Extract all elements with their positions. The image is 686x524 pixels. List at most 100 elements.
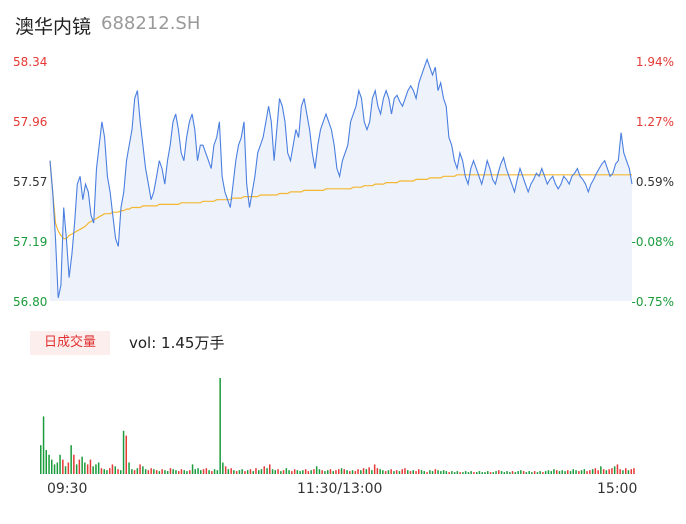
volume-bar: [53, 464, 56, 474]
volume-bar: [197, 468, 199, 474]
volume-bar: [371, 470, 373, 474]
volume-bar: [164, 470, 166, 474]
volume-bar: [514, 472, 517, 474]
volume-bar: [384, 471, 387, 474]
volume-bar: [476, 472, 478, 474]
volume-bar: [343, 469, 345, 474]
volume-bar: [175, 470, 177, 474]
volume-bar: [227, 469, 230, 474]
volume-bar: [246, 470, 249, 474]
volume-bar: [434, 469, 437, 474]
price-tick-label: 57.96: [13, 115, 48, 129]
volume-bar: [616, 464, 619, 474]
volume-bar: [238, 470, 241, 474]
volume-bar: [280, 471, 282, 474]
volume-bar: [321, 470, 323, 474]
volume-bar: [307, 471, 310, 474]
volume-bar: [51, 459, 53, 474]
volume-bar: [520, 470, 522, 474]
avg-price-line: [49, 160, 632, 240]
volume-bar: [373, 464, 376, 474]
volume-bar: [445, 471, 448, 474]
volume-bar: [67, 462, 70, 474]
volume-text: vol: 1.45万手: [129, 334, 225, 352]
time-tick-label: 15:00: [597, 481, 638, 497]
volume-bar: [136, 468, 139, 474]
volume-bar: [106, 470, 108, 474]
volume-bar: [630, 469, 632, 474]
volume-bar: [114, 466, 116, 474]
volume-bar: [324, 471, 326, 474]
price-line: [49, 57, 633, 299]
volume-bar: [368, 467, 370, 474]
volume-bar: [407, 470, 409, 474]
volume-bar: [213, 469, 216, 474]
volume-bar: [315, 466, 318, 474]
volume-bar: [412, 470, 414, 474]
volume-bar: [233, 470, 235, 474]
volume-bar: [235, 471, 238, 474]
volume-bar: [517, 471, 519, 474]
volume-bar: [150, 468, 152, 474]
volume-bar: [393, 471, 395, 474]
volume-bar: [495, 471, 497, 474]
volume-bar: [97, 462, 100, 474]
volume-bar: [340, 468, 343, 474]
volume-bar: [263, 466, 265, 474]
volume-bar: [360, 470, 362, 474]
volume-bar: [59, 454, 61, 474]
volume-bar: [84, 462, 86, 474]
pct-tick-label: -0.08%: [631, 235, 674, 249]
pct-tick-label: -0.75%: [631, 295, 674, 309]
volume-bar: [189, 470, 191, 474]
volume-bar: [277, 469, 279, 474]
volume-bar: [462, 472, 464, 474]
volume-bar: [558, 471, 561, 474]
volume-bar: [379, 469, 381, 474]
volume-bar: [544, 471, 547, 474]
volume-bar: [299, 471, 301, 474]
volume-bar: [365, 469, 368, 474]
volume-bar: [125, 435, 127, 474]
volume-badge: 日成交量: [30, 331, 110, 355]
volume-bar: [382, 470, 384, 474]
volume-bar: [522, 471, 525, 474]
volume-bar: [86, 464, 89, 474]
volume-bar: [219, 378, 221, 474]
volume-bar: [431, 471, 434, 474]
volume-bar: [442, 470, 445, 474]
volume-bar: [376, 468, 379, 474]
volume-bar: [459, 472, 461, 474]
volume-bar: [224, 466, 227, 474]
volume-bar: [70, 445, 72, 474]
volume-bar: [395, 470, 398, 474]
volume-bar: [387, 470, 390, 474]
volume-bar: [597, 470, 599, 474]
pct-tick-label: 0.59%: [635, 175, 674, 189]
volume-bar: [255, 468, 257, 474]
volume-bar: [539, 471, 541, 474]
volume-bar: [103, 469, 105, 474]
volume-bar: [291, 471, 293, 474]
volume-bar: [109, 468, 111, 474]
volume-bar: [329, 469, 332, 474]
volume-bar: [327, 470, 329, 474]
price-tick-label: 57.57: [13, 175, 48, 189]
volume-bar: [169, 468, 172, 474]
volume-bar: [561, 470, 563, 474]
volume-bar: [467, 472, 470, 474]
volume-bar: [335, 470, 337, 474]
volume-bar: [478, 471, 481, 474]
volume-bar: [605, 470, 608, 474]
volume-bar: [492, 472, 494, 474]
pct-tick-label: 1.27%: [635, 115, 674, 129]
volume-bar: [81, 456, 83, 474]
volume-bar: [418, 469, 420, 474]
volume-bar: [158, 471, 161, 474]
volume-bar: [42, 416, 45, 474]
volume-bar: [147, 470, 150, 474]
volume-bar: [202, 469, 205, 474]
volume-bar: [302, 470, 304, 474]
volume-bar: [567, 470, 569, 474]
volume-bar: [260, 469, 263, 474]
